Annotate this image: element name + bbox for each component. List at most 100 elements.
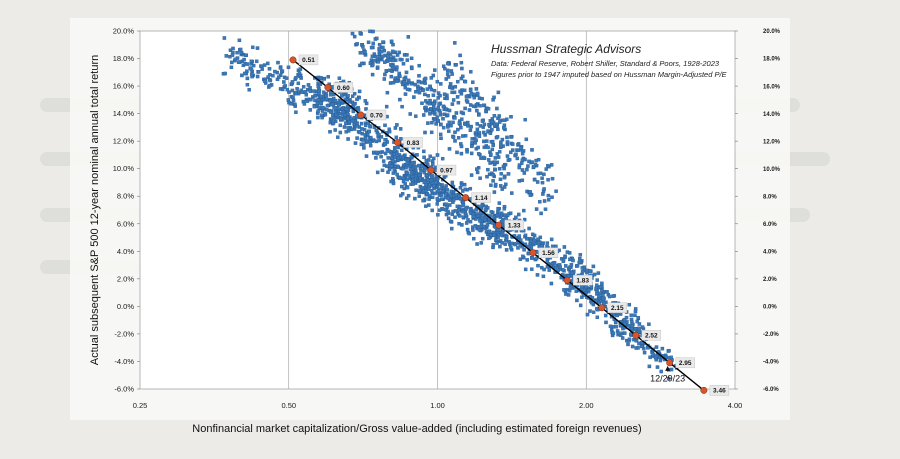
scatter-point xyxy=(461,74,465,79)
scatter-point xyxy=(622,318,627,322)
scatter-point xyxy=(489,152,493,157)
scatter-point xyxy=(669,367,674,372)
fit-label-box xyxy=(675,357,695,369)
scatter-point xyxy=(426,121,430,125)
scatter-point xyxy=(639,344,644,349)
scatter-point xyxy=(333,128,337,132)
scatter-point xyxy=(595,306,599,311)
scatter-point xyxy=(338,98,342,103)
scatter-point xyxy=(495,135,500,139)
scatter-point xyxy=(436,213,440,217)
x-axis-ticks: 0.25 0.50 1.00 2.00 4.00 xyxy=(133,401,743,410)
scatter-point xyxy=(366,40,371,45)
scatter-point xyxy=(463,187,467,192)
scatter-point xyxy=(546,178,550,182)
scatter-point xyxy=(500,219,505,224)
scatter-point xyxy=(249,59,254,64)
chart-subtitle-2: Figures prior to 1947 imputed based on H… xyxy=(491,70,728,79)
scatter-point xyxy=(440,189,445,193)
scatter-point xyxy=(627,337,632,341)
scatter-point xyxy=(468,219,473,224)
scatter-point xyxy=(432,105,436,109)
fit-label-box xyxy=(709,385,730,396)
scatter-point xyxy=(429,178,434,182)
scatter-point xyxy=(389,74,394,79)
scatter-point xyxy=(487,158,491,162)
scatter-point xyxy=(394,135,399,140)
scatter-point xyxy=(515,156,520,161)
scatter-point xyxy=(306,83,311,87)
scatter-point xyxy=(350,94,355,98)
scatter-point xyxy=(416,163,421,168)
scatter-point xyxy=(607,294,612,299)
scatter-point xyxy=(439,193,444,197)
scatter-point xyxy=(505,140,510,144)
scatter-point xyxy=(491,179,495,183)
scatter-point xyxy=(403,182,407,186)
scatter-point xyxy=(361,44,365,49)
scatter-point xyxy=(410,66,414,71)
scatter-point xyxy=(482,122,487,127)
scatter-point xyxy=(400,166,405,171)
annotation-label: 12/29/23 xyxy=(650,373,685,383)
scatter-point xyxy=(496,127,500,132)
scatter-point xyxy=(413,196,417,201)
scatter-point xyxy=(462,88,467,93)
scatter-point xyxy=(653,355,658,360)
scatter-point xyxy=(495,213,500,218)
scatter-point xyxy=(463,134,468,138)
fit-label-box xyxy=(298,54,319,66)
scatter-point xyxy=(598,285,603,289)
scatter-point xyxy=(474,217,478,221)
scatter-point xyxy=(580,266,585,270)
scatter-point xyxy=(381,40,385,44)
scatter-point xyxy=(469,173,474,177)
scatter-point xyxy=(500,231,505,236)
scatter-point xyxy=(392,148,397,153)
scatter-point xyxy=(496,206,500,211)
scatter-point xyxy=(369,135,373,140)
scatter-point xyxy=(238,47,243,52)
scatter-point xyxy=(486,145,490,150)
scatter-point xyxy=(509,241,514,246)
scatter-point xyxy=(567,289,572,293)
scatter-point xyxy=(426,187,431,191)
fit-point-label: 0.97 xyxy=(440,167,453,174)
scatter-point xyxy=(388,81,393,85)
scatter-point xyxy=(335,106,340,110)
scatter-point xyxy=(517,234,522,238)
scatter-point xyxy=(556,268,560,273)
scatter-point xyxy=(450,90,454,95)
scatter-point xyxy=(362,142,366,146)
fit-point xyxy=(563,276,571,284)
scatter-point xyxy=(524,137,529,142)
scatter-point xyxy=(468,88,473,93)
scatter-point xyxy=(585,268,589,273)
scatter-point xyxy=(427,193,432,198)
scatter-point xyxy=(475,170,480,175)
y-right-tick-label: -2.0% xyxy=(763,332,779,338)
scatter-point xyxy=(532,233,537,238)
scatter-point xyxy=(413,82,417,87)
scatter-point xyxy=(418,188,422,193)
scatter-point xyxy=(525,258,529,262)
scatter-point xyxy=(492,190,497,194)
scatter-point xyxy=(268,78,273,83)
y-tick-label: 12.0% xyxy=(113,137,135,146)
scatter-point xyxy=(407,173,411,178)
scatter-point xyxy=(436,189,441,193)
scatter-point xyxy=(371,62,375,67)
scatter-point xyxy=(554,189,558,193)
scatter-point xyxy=(362,146,366,150)
scatter-point xyxy=(395,79,399,83)
y-right-tick-label: 12.0% xyxy=(763,139,781,145)
scatter-point xyxy=(282,80,286,84)
y-tick-label: 8.0% xyxy=(117,192,134,201)
fit-point-label: 1.33 xyxy=(508,222,521,229)
scatter-point xyxy=(391,171,396,175)
scatter-point xyxy=(294,75,298,80)
scatter-point xyxy=(637,322,642,326)
scatter-point xyxy=(654,345,659,349)
scatter-point xyxy=(597,294,601,299)
scatter-point xyxy=(332,105,336,110)
